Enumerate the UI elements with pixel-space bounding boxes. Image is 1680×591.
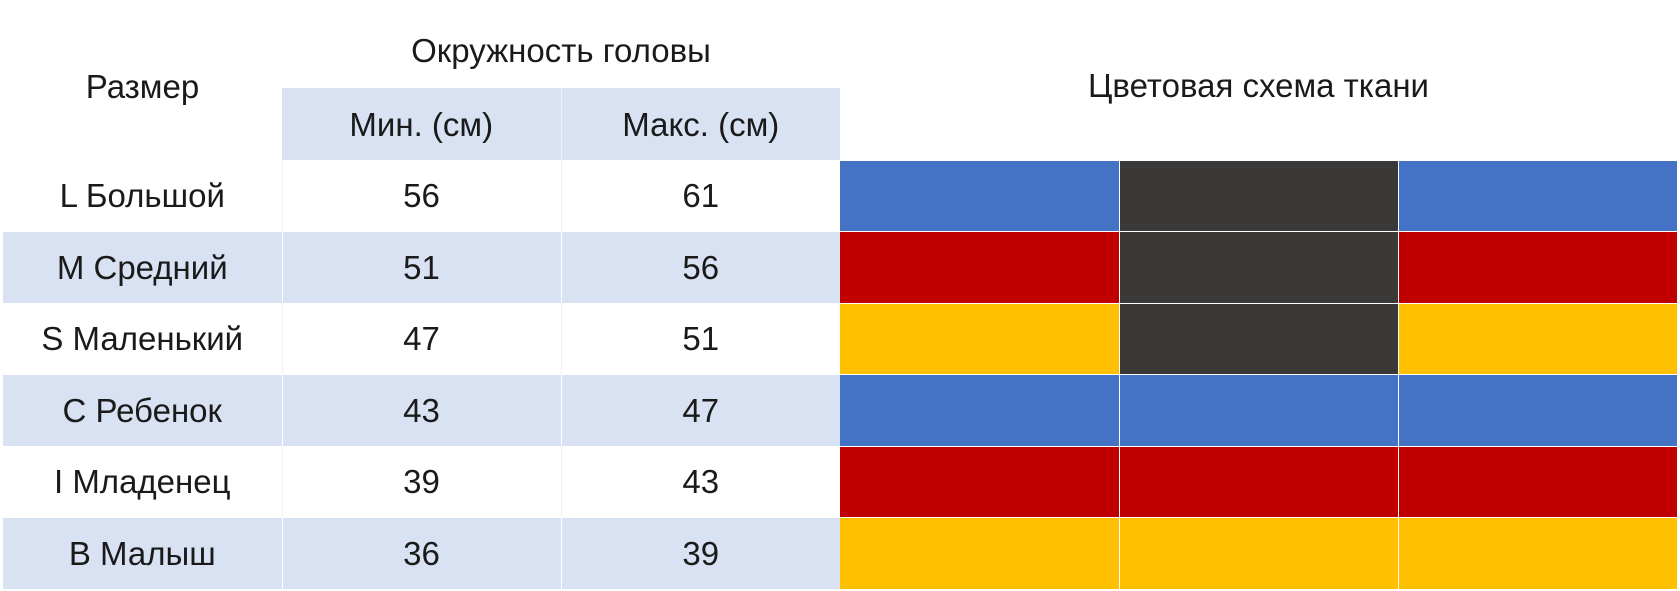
fabric-color-swatch bbox=[840, 302, 1119, 375]
fabric-color-swatch bbox=[1118, 302, 1398, 375]
fabric-color-swatch bbox=[1397, 302, 1677, 375]
fabric-color-swatch bbox=[1118, 445, 1398, 518]
max-cm-cell: 56 bbox=[560, 231, 840, 303]
size-cell: L Большой bbox=[3, 160, 282, 232]
max-cm-cell: 43 bbox=[560, 446, 840, 518]
table-row: C Ребенок 43 47 bbox=[3, 374, 1677, 446]
min-cm-cell: 36 bbox=[281, 517, 561, 589]
size-cell: I Младенец bbox=[3, 446, 282, 518]
size-cell: S Маленький bbox=[3, 303, 282, 375]
table-row: B Малыш 36 39 bbox=[3, 517, 1677, 589]
min-cm-cell: 39 bbox=[281, 446, 561, 518]
fabric-color-swatch bbox=[840, 159, 1119, 232]
fabric-color-swatch bbox=[1397, 445, 1677, 518]
max-cm-cell: 61 bbox=[560, 160, 840, 232]
table-row: L Большой 56 61 bbox=[3, 159, 1677, 232]
fabric-color-swatch bbox=[1118, 159, 1398, 232]
max-cm-cell: 51 bbox=[560, 303, 840, 375]
min-cm-header: Мин. (см) bbox=[282, 88, 561, 160]
table-row: M Средний 51 56 bbox=[3, 231, 1677, 303]
min-cm-cell: 51 bbox=[281, 231, 561, 303]
size-chart-table: Размер Окружность головы Цветовая схема … bbox=[3, 12, 1677, 589]
max-cm-cell: 47 bbox=[560, 374, 840, 446]
size-cell: C Ребенок bbox=[3, 374, 282, 446]
fabric-color-scheme-header: Цветовая схема ткани bbox=[840, 12, 1677, 160]
max-cm-header: Макс. (см) bbox=[560, 88, 840, 160]
size-cell: M Средний bbox=[3, 231, 282, 303]
min-cm-cell: 56 bbox=[281, 160, 561, 232]
max-cm-cell: 39 bbox=[560, 517, 840, 589]
fabric-color-swatch bbox=[1118, 517, 1398, 589]
size-cell: B Малыш bbox=[3, 517, 282, 589]
fabric-color-swatch bbox=[840, 517, 1119, 589]
fabric-color-swatch bbox=[840, 374, 1119, 446]
fabric-color-swatch bbox=[1118, 231, 1398, 303]
fabric-color-swatch bbox=[1397, 159, 1677, 232]
fabric-color-swatch bbox=[1397, 231, 1677, 303]
min-cm-cell: 47 bbox=[281, 303, 561, 375]
table-row: I Младенец 39 43 bbox=[3, 445, 1677, 518]
table-row: S Маленький 47 51 bbox=[3, 302, 1677, 375]
fabric-color-swatch bbox=[1118, 374, 1398, 446]
min-cm-cell: 43 bbox=[281, 374, 561, 446]
fabric-color-swatch bbox=[840, 231, 1119, 303]
fabric-color-swatch bbox=[1397, 517, 1677, 589]
fabric-color-swatch bbox=[840, 445, 1119, 518]
size-column-header: Размер bbox=[3, 12, 282, 160]
head-circumference-header: Окружность головы bbox=[282, 12, 840, 88]
fabric-color-swatch bbox=[1397, 374, 1677, 446]
